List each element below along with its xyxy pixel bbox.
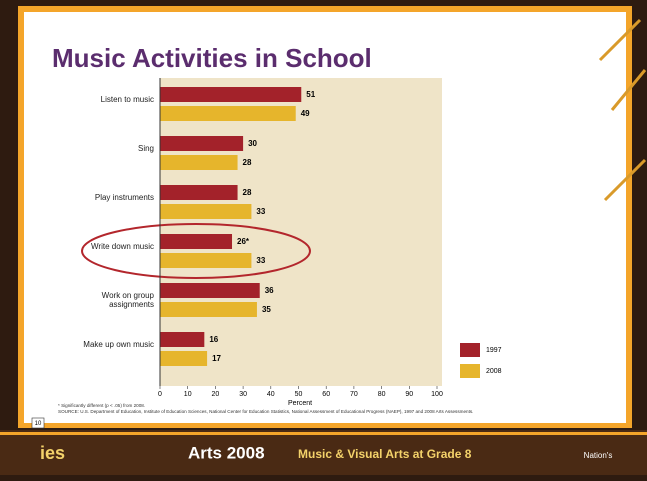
bar: [160, 136, 244, 151]
x-tick-label: 90: [405, 391, 413, 398]
category-label: Play instruments: [94, 193, 154, 202]
x-tick-label: 10: [184, 391, 192, 398]
notes: * Significantly different (p < .05) from…: [58, 403, 628, 415]
x-tick-label: 50: [295, 391, 303, 398]
x-tick-label: 30: [239, 391, 247, 398]
category-label: Sing: [137, 144, 154, 153]
decoration: [598, 18, 647, 202]
highlight-ellipse: [81, 223, 311, 279]
bar: [160, 234, 233, 249]
bar: [160, 204, 252, 219]
note: SOURCE: U.S. Department of Education, In…: [58, 409, 474, 414]
legend-swatch: [460, 364, 480, 378]
bar: [160, 253, 252, 268]
bar: [160, 283, 260, 298]
x-tick-label: 40: [267, 391, 275, 398]
slide-title: Music Activities in School: [52, 43, 372, 73]
slide-number-box: [31, 417, 45, 429]
bar: [160, 106, 296, 121]
footer-bar: [0, 430, 647, 475]
legend-label: 1997: [486, 347, 502, 354]
x-axis-label: Percent: [288, 400, 312, 407]
category-label: Make up own music: [83, 340, 154, 349]
x-tick-label: 80: [378, 391, 386, 398]
footer-stripe: [0, 432, 647, 435]
value-label: 49: [301, 109, 310, 118]
legend-label: 2008: [486, 368, 502, 375]
legend-swatch: [460, 343, 480, 357]
value-label: 36: [265, 286, 274, 295]
x-tick-label: 0: [158, 391, 162, 398]
bar: [160, 332, 205, 347]
value-label: 28: [243, 158, 252, 167]
footer-logo: ies: [40, 443, 65, 463]
value-label: 33: [256, 256, 265, 265]
slide-number: 10: [35, 421, 42, 427]
footer-subtitle: Music & Visual Arts at Grade 8: [298, 447, 472, 461]
value-label: 30: [248, 139, 257, 148]
bar: [160, 302, 257, 317]
plot-background: [160, 78, 442, 386]
bar: [160, 185, 238, 200]
value-label: 26*: [237, 237, 250, 246]
x-tick-label: 70: [350, 391, 358, 398]
value-label: 17: [212, 354, 221, 363]
category-label: Write down music: [91, 242, 154, 251]
footer-program: Arts 2008: [188, 443, 265, 462]
bar: [160, 87, 302, 102]
x-tick-label: 100: [431, 391, 443, 398]
footer-badge: Nation's: [584, 451, 613, 460]
x-tick-label: 60: [322, 391, 330, 398]
value-label: 16: [209, 335, 218, 344]
category-label: Work on group assignments: [101, 291, 154, 309]
bar: [160, 351, 208, 366]
value-label: 28: [243, 188, 252, 197]
bar: [160, 155, 238, 170]
note: * Significantly different (p < .05) from…: [58, 403, 146, 408]
x-tick-label: 20: [212, 391, 220, 398]
value-label: 33: [256, 207, 265, 216]
value-label: 35: [262, 305, 271, 314]
category-label: Listen to music: [100, 95, 154, 104]
value-label: 51: [306, 90, 315, 99]
